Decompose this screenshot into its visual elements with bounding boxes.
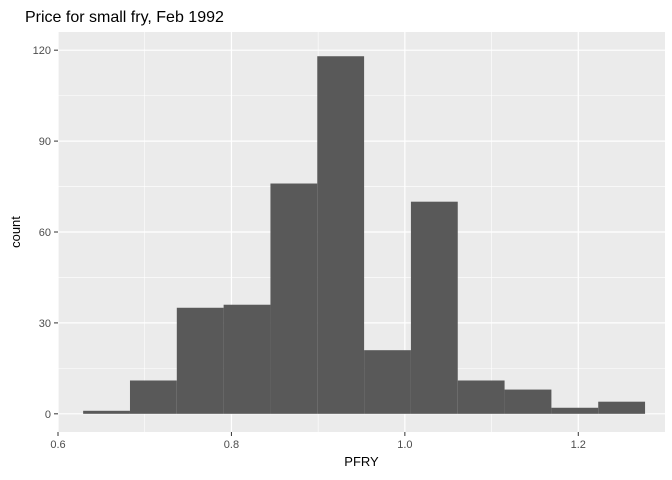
histogram-bars <box>83 56 646 414</box>
histogram-bar <box>364 350 411 414</box>
x-tick-label: 0.6 <box>50 439 65 451</box>
histogram-bar <box>317 56 365 414</box>
histogram-bar <box>457 380 505 414</box>
histogram-bar <box>410 201 458 414</box>
histogram-bar <box>551 407 599 414</box>
y-axis-title: count <box>8 216 23 248</box>
y-tick-label: 0 <box>45 409 51 421</box>
x-tick-label: 1.2 <box>571 439 586 451</box>
x-axis-ticks: 0.6 0.8 1.0 1.2 <box>50 432 586 451</box>
x-tick-label: 0.8 <box>224 439 239 451</box>
y-tick-label: 120 <box>33 45 51 57</box>
y-tick-label: 90 <box>39 136 51 148</box>
histogram-bar <box>129 380 177 414</box>
histogram-bar <box>504 389 552 414</box>
chart-title: Price for small fry, Feb 1992 <box>25 9 224 26</box>
histogram-bar <box>598 401 646 414</box>
x-axis-title: PFRY <box>344 454 379 469</box>
y-tick-label: 60 <box>39 227 51 239</box>
histogram-bar <box>223 304 271 414</box>
histogram-bar <box>83 410 130 414</box>
y-axis-ticks: 0 30 60 90 120 <box>33 45 58 421</box>
x-tick-label: 1.0 <box>397 439 412 451</box>
histogram-bar <box>176 307 224 414</box>
histogram-bar <box>270 183 318 414</box>
y-tick-label: 30 <box>39 318 51 330</box>
